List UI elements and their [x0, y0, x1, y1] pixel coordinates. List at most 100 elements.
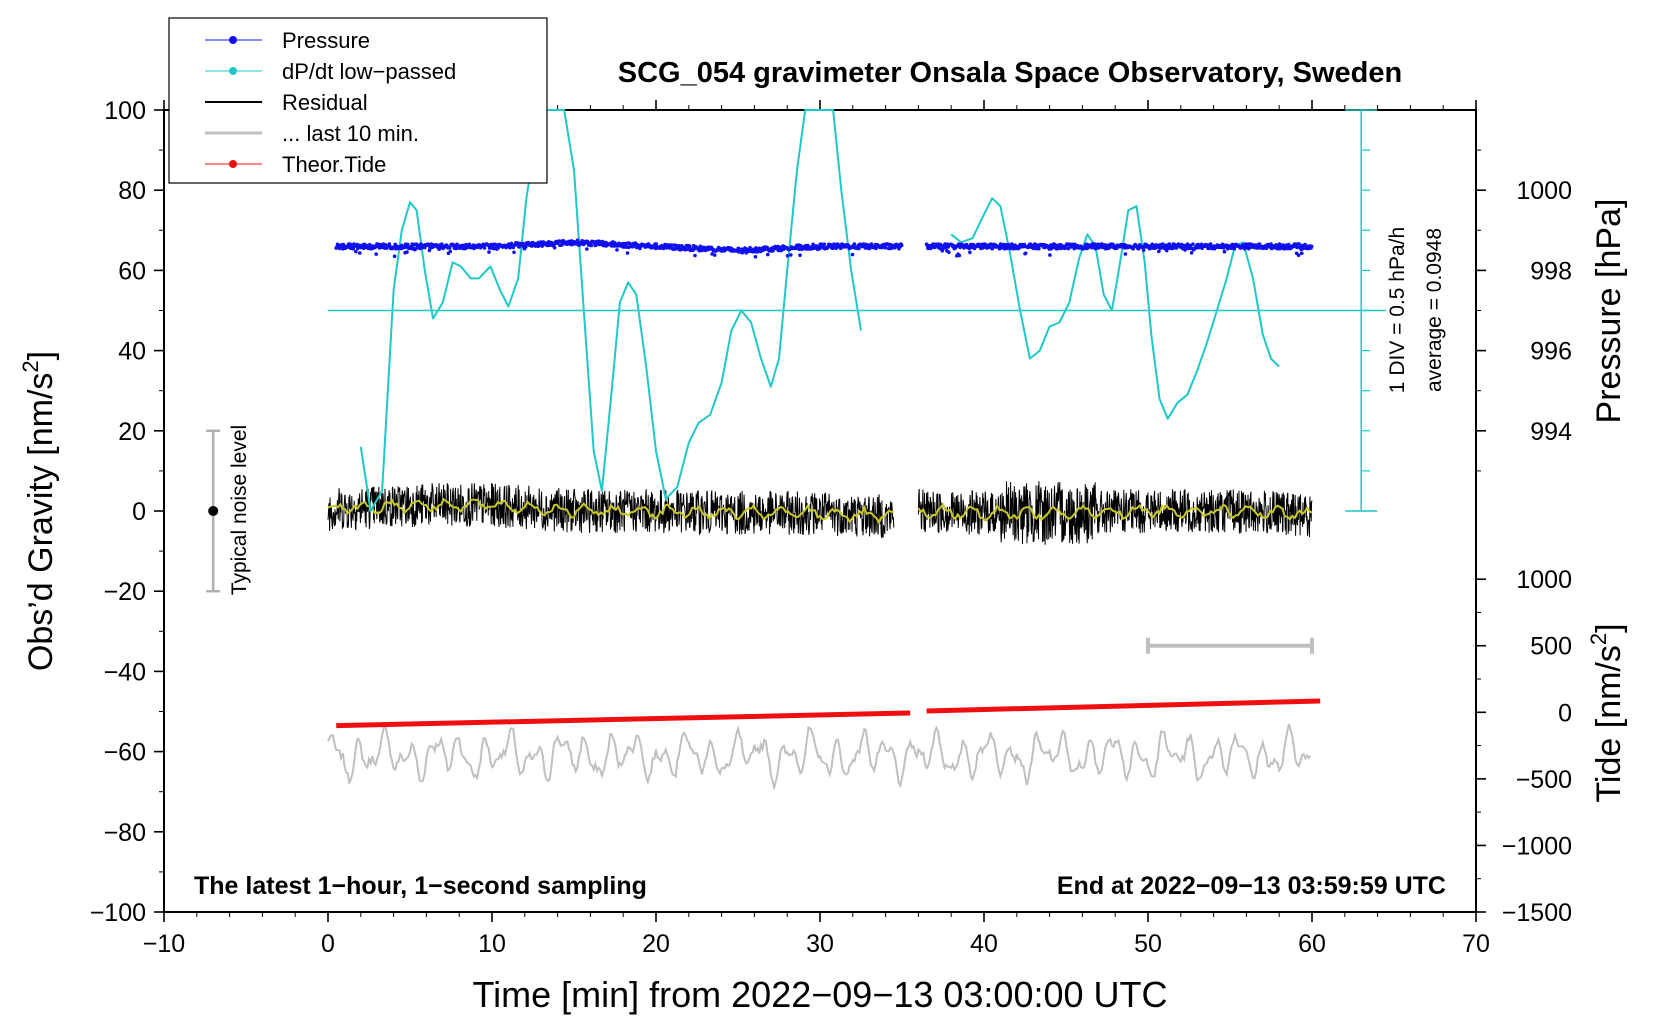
residual-smoothed-line — [917, 502, 1313, 522]
x-tick-label: 60 — [1298, 930, 1326, 958]
pressure-tick-label: 996 — [1530, 338, 1572, 366]
pressure-point — [850, 252, 855, 257]
pressure-point — [1309, 244, 1314, 249]
dpdt-line — [359, 109, 862, 512]
pressure-tick-label: 1000 — [1516, 177, 1572, 205]
x-tick-label: 20 — [642, 930, 670, 958]
legend-label: dP/dt low−passed — [282, 59, 456, 84]
legend-label: Pressure — [282, 28, 370, 53]
pressure-point — [487, 250, 491, 254]
pressure-point — [575, 238, 580, 242]
y-axis-label-main-sup: 2 — [18, 360, 43, 372]
pressure-point — [1164, 248, 1169, 253]
pressure-point — [1157, 249, 1161, 254]
y-axis-label-pressure: Pressure [hPa] — [1590, 199, 1628, 424]
pressure-point — [589, 243, 594, 248]
pressure-point — [1141, 248, 1146, 252]
pressure-point — [748, 245, 752, 250]
y-axis-label-tide: Tide [nm/s2] — [1586, 623, 1628, 802]
pressure-point — [967, 246, 971, 251]
pressure-point — [932, 245, 937, 250]
y-axis-label-tide-close: ] — [1590, 623, 1628, 632]
pressure-tick-label: 998 — [1530, 257, 1572, 285]
x-tick-label: 40 — [970, 930, 998, 958]
pressure-point — [693, 253, 697, 258]
x-tick-label: −10 — [143, 930, 185, 958]
tide-tick-label: −500 — [1516, 766, 1572, 794]
noise-label: Typical noise level — [228, 425, 251, 595]
x-tick-label: 70 — [1462, 930, 1490, 958]
legend-marker — [229, 36, 237, 44]
pressure-point — [1300, 251, 1304, 256]
legend-marker — [229, 67, 237, 75]
x-axis-label: Time [min] from 2022−09−13 03:00:00 UTC — [472, 974, 1167, 1015]
pressure-point — [1037, 246, 1041, 251]
pressure-point — [1189, 251, 1194, 255]
residual-line — [917, 481, 1313, 545]
pressure-point — [552, 245, 557, 250]
y-tick-label: −100 — [90, 899, 146, 927]
pressure-point — [968, 250, 972, 255]
pressure-point — [358, 251, 362, 255]
pressure-point — [852, 242, 857, 246]
pressure-point — [625, 251, 630, 255]
pressure-point — [883, 246, 888, 250]
pressure-point — [899, 243, 904, 248]
bottom-right-note: End at 2022−09−13 03:59:59 UTC — [1057, 872, 1446, 900]
pressure-point — [736, 246, 741, 251]
pressure-point — [405, 250, 409, 254]
y-tick-label: −40 — [104, 658, 146, 686]
y-tick-label: 60 — [118, 257, 146, 285]
pressure-point — [766, 252, 770, 257]
y-tick-label: −60 — [104, 739, 146, 767]
pressure-point — [947, 250, 951, 255]
pressure-point — [990, 246, 994, 251]
pressure-point — [1222, 249, 1227, 254]
pressure-point — [677, 244, 682, 248]
pressure-point — [1023, 251, 1028, 256]
pressure-point — [1296, 253, 1301, 257]
y-axis-label-tide-sup: 2 — [1586, 633, 1611, 645]
pressure-point — [785, 254, 790, 258]
pressure-point — [957, 253, 962, 258]
pressure-point — [857, 246, 861, 251]
tide-residual-line — [327, 722, 1312, 792]
pressure-point — [697, 248, 702, 253]
pressure-point — [1183, 248, 1187, 252]
pressure-point — [337, 246, 342, 251]
y-axis-label-main: Obs’d Gravity [nm/s2] — [18, 351, 60, 671]
legend-entries: Pressure dP/dt low−passed Residual ... last… — [205, 28, 456, 177]
pressure-point — [1191, 242, 1195, 246]
y-axis-label-main-close: ] — [22, 351, 60, 360]
legend-label: Theor.Tide — [282, 152, 386, 177]
pressure-point — [615, 248, 619, 252]
pressure-point — [585, 247, 589, 251]
pressure-point — [1092, 242, 1097, 246]
noise-bar-center — [208, 506, 219, 516]
x-tick-label: 30 — [806, 930, 834, 958]
tide-tick-label: 1000 — [1516, 566, 1572, 594]
dpdt-line — [950, 197, 1280, 420]
pressure-point — [1208, 242, 1213, 246]
tide-tick-label: 0 — [1558, 699, 1572, 727]
pressure-point — [712, 253, 717, 257]
tide-axis-ticks: 1000 500 0 −500 −1000 −1500 — [1476, 566, 1572, 927]
series-layer — [206, 109, 1321, 792]
y-tick-label: 20 — [118, 418, 146, 446]
pressure-point — [1303, 242, 1307, 247]
pressure-axis-ticks: 1000 998 996 994 — [1476, 149, 1572, 472]
pressure-point — [1297, 242, 1301, 246]
theor-tide-line — [336, 710, 911, 729]
pressure-point — [939, 243, 943, 248]
pressure-point — [512, 250, 516, 255]
pressure-point — [1048, 253, 1052, 257]
pressure-point — [594, 243, 598, 247]
pressure-point — [392, 254, 397, 258]
pressure-point — [482, 246, 487, 250]
pressure-point — [580, 239, 584, 243]
pressure-point — [670, 243, 674, 247]
average-label: average = 0.0948 — [1423, 228, 1446, 392]
pressure-tick-label: 994 — [1530, 418, 1572, 446]
theor-tide-line — [926, 698, 1321, 714]
legend-label: Residual — [282, 90, 368, 115]
